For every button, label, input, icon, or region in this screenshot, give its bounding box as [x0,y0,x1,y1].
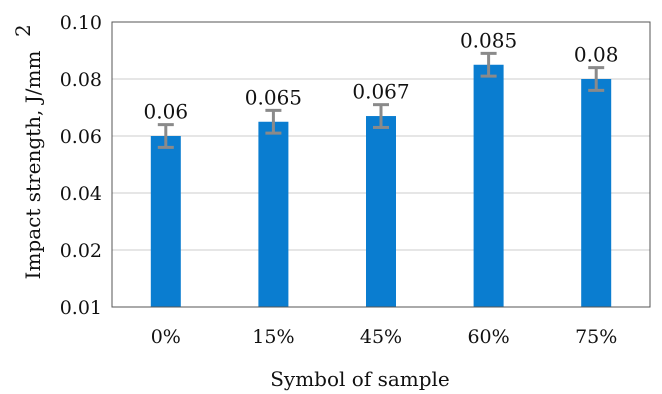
y-axis-title: Impact strength, J/mm [21,51,45,280]
data-label: 0.065 [245,85,302,109]
bar [473,64,504,307]
data-label: 0.067 [352,80,409,104]
y-tick-label: 0.02 [60,240,102,262]
bar [150,136,181,307]
y-tick-label: 0.06 [60,126,102,148]
x-tick-label: 0% [151,326,181,348]
data-label: 0.085 [460,28,517,52]
plot-frame [111,21,651,308]
bar [258,121,289,307]
error-bar [265,108,282,135]
data-label: 0.06 [144,100,189,124]
x-tick-label: 60% [467,326,509,348]
x-tick-label: 15% [252,326,294,348]
error-bar [588,66,605,92]
y-tick-label: 0.04 [60,183,102,205]
error-bars-group [157,51,605,149]
error-bar [373,103,389,129]
y-tick-labels: 0.10 0.08 0.06 0.04 0.02 0.01 [60,12,102,319]
bars-group [150,64,612,307]
y-axis-title-superscript: 2 [11,24,35,37]
y-tick-label: 0.10 [60,12,102,34]
y-axis-title-group: Impact strength, J/mm 2 [11,24,45,279]
y-tick-label: 0.01 [60,297,102,319]
data-labels-group: 0.06 0.065 0.067 0.085 0.08 [144,28,619,123]
x-tick-label: 45% [360,326,402,348]
bar [366,116,396,307]
data-label: 0.08 [574,43,619,67]
bar [581,79,612,307]
x-tick-label: 75% [575,326,617,348]
x-axis-title: Symbol of sample [270,367,450,391]
y-tick-label: 0.08 [60,69,102,91]
x-tick-labels: 0% 15% 45% 60% 75% [151,326,618,348]
error-bar [157,123,174,149]
error-bar [480,51,497,78]
